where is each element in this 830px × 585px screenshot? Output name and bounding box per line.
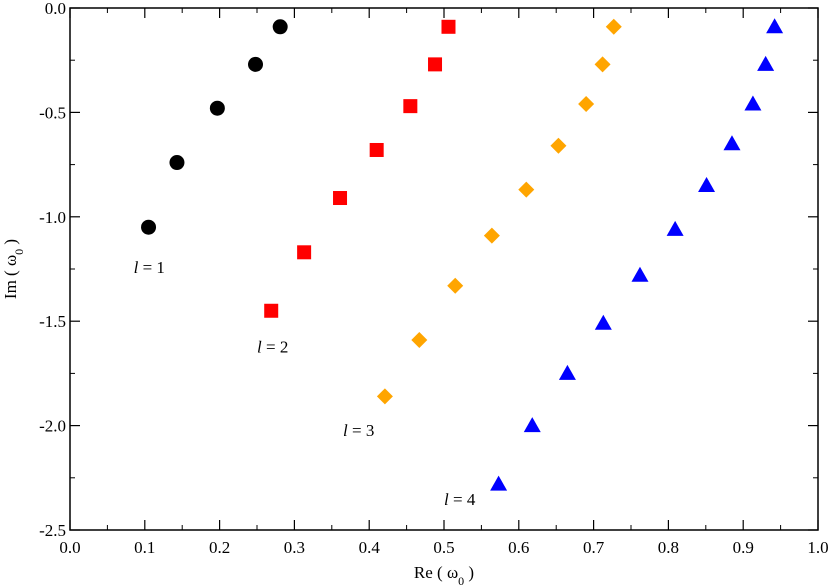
y-axis-label: Im ( ω0 ) bbox=[1, 239, 26, 299]
ticks bbox=[69, 7, 819, 531]
data-point bbox=[376, 388, 393, 405]
data-point bbox=[757, 55, 775, 71]
series-3-diamond bbox=[376, 18, 622, 405]
data-point bbox=[698, 176, 716, 192]
data-point bbox=[550, 137, 567, 154]
x-tick-label: 1.0 bbox=[807, 538, 828, 557]
data-point bbox=[490, 475, 508, 491]
x-tick-label: 0.5 bbox=[433, 538, 454, 557]
data-point bbox=[169, 155, 185, 171]
data-point bbox=[605, 18, 622, 35]
series-3-label: l = 3 bbox=[343, 421, 374, 440]
data-point bbox=[428, 57, 443, 72]
data-point bbox=[523, 417, 541, 433]
data-point bbox=[447, 277, 464, 294]
y-tick-label: -1.0 bbox=[39, 208, 66, 227]
data-point bbox=[209, 100, 225, 116]
data-point bbox=[744, 95, 762, 111]
data-point bbox=[518, 181, 535, 198]
x-tick-label: 0.0 bbox=[59, 538, 80, 557]
data-point bbox=[766, 18, 784, 34]
data-point bbox=[333, 191, 348, 206]
x-tick-label: 0.3 bbox=[284, 538, 305, 557]
x-tick-label: 0.4 bbox=[359, 538, 381, 557]
data-point bbox=[403, 99, 418, 114]
y-tick-label: -2.5 bbox=[39, 521, 66, 540]
data-point bbox=[248, 56, 264, 72]
x-tick-label: 0.9 bbox=[733, 538, 754, 557]
plot-frame bbox=[69, 7, 819, 531]
data-point bbox=[723, 135, 741, 151]
tick-labels: 0.0 0.1 0.2 0.3 0.4 0.5 0.6 0.7 0.8 0.9 1.0 0.0 -0.5… bbox=[39, 0, 829, 557]
data-point bbox=[441, 19, 456, 34]
data-point bbox=[483, 227, 500, 244]
x-axis-label: Re ( ω0 ) bbox=[414, 563, 474, 585]
series-4-triangle bbox=[490, 18, 784, 491]
data-point bbox=[141, 219, 157, 235]
x-tick-label: 0.6 bbox=[508, 538, 529, 557]
data-point bbox=[272, 19, 288, 35]
series-2-label: l = 2 bbox=[257, 338, 288, 357]
y-tick-label: -2.0 bbox=[39, 417, 66, 436]
y-tick-label: 0.0 bbox=[45, 0, 66, 18]
data-point bbox=[297, 245, 312, 260]
series-1-circle bbox=[141, 19, 288, 235]
data-point bbox=[594, 56, 611, 73]
data-point bbox=[369, 142, 384, 157]
x-tick-label: 0.2 bbox=[209, 538, 230, 557]
data-points bbox=[141, 18, 784, 491]
data-point bbox=[411, 331, 428, 348]
x-tick-label: 0.8 bbox=[658, 538, 679, 557]
series-2-square bbox=[264, 19, 456, 318]
y-tick-label: -1.5 bbox=[39, 312, 66, 331]
data-point bbox=[594, 314, 612, 330]
data-point bbox=[578, 96, 595, 113]
x-tick-label: 0.7 bbox=[583, 538, 605, 557]
series-annotations: l = 1 l = 2 l = 3 l = 4 bbox=[134, 258, 476, 509]
x-tick-label: 0.1 bbox=[134, 538, 155, 557]
data-point bbox=[264, 303, 279, 318]
y-tick-label: -0.5 bbox=[39, 103, 66, 122]
data-point bbox=[558, 364, 576, 380]
data-point bbox=[631, 266, 649, 282]
series-4-label: l = 4 bbox=[444, 490, 476, 509]
data-point bbox=[666, 220, 684, 236]
series-1-label: l = 1 bbox=[134, 258, 165, 277]
